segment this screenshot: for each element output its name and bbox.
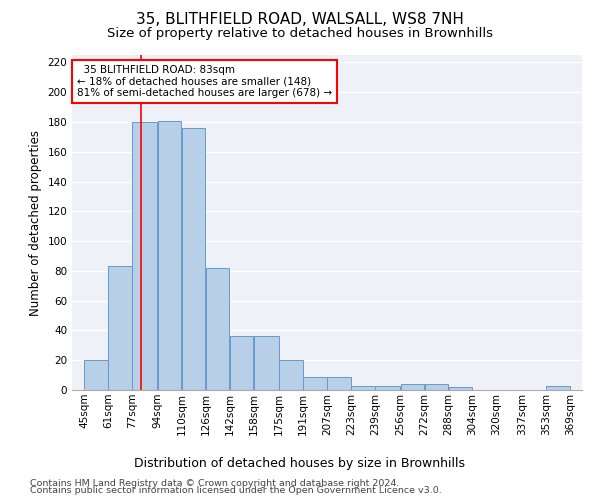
Bar: [182, 128, 205, 390]
Bar: [401, 384, 424, 390]
Bar: [304, 376, 326, 390]
Bar: [254, 336, 278, 390]
Text: 35, BLITHFIELD ROAD, WALSALL, WS8 7NH: 35, BLITHFIELD ROAD, WALSALL, WS8 7NH: [136, 12, 464, 28]
Bar: [449, 387, 472, 390]
Text: Contains HM Land Registry data © Crown copyright and database right 2024.: Contains HM Land Registry data © Crown c…: [30, 478, 400, 488]
Text: 35 BLITHFIELD ROAD: 83sqm
← 18% of detached houses are smaller (148)
81% of semi: 35 BLITHFIELD ROAD: 83sqm ← 18% of detac…: [77, 65, 332, 98]
Bar: [158, 120, 181, 390]
Bar: [352, 386, 374, 390]
Bar: [230, 336, 253, 390]
Y-axis label: Number of detached properties: Number of detached properties: [29, 130, 42, 316]
Text: Size of property relative to detached houses in Brownhills: Size of property relative to detached ho…: [107, 28, 493, 40]
Bar: [376, 386, 400, 390]
Bar: [206, 268, 229, 390]
Bar: [280, 360, 302, 390]
Bar: [133, 122, 157, 390]
Bar: [109, 266, 131, 390]
Bar: [328, 376, 350, 390]
Bar: [85, 360, 107, 390]
Bar: [425, 384, 448, 390]
Text: Distribution of detached houses by size in Brownhills: Distribution of detached houses by size …: [134, 457, 466, 470]
Bar: [547, 386, 569, 390]
Text: Contains public sector information licensed under the Open Government Licence v3: Contains public sector information licen…: [30, 486, 442, 495]
